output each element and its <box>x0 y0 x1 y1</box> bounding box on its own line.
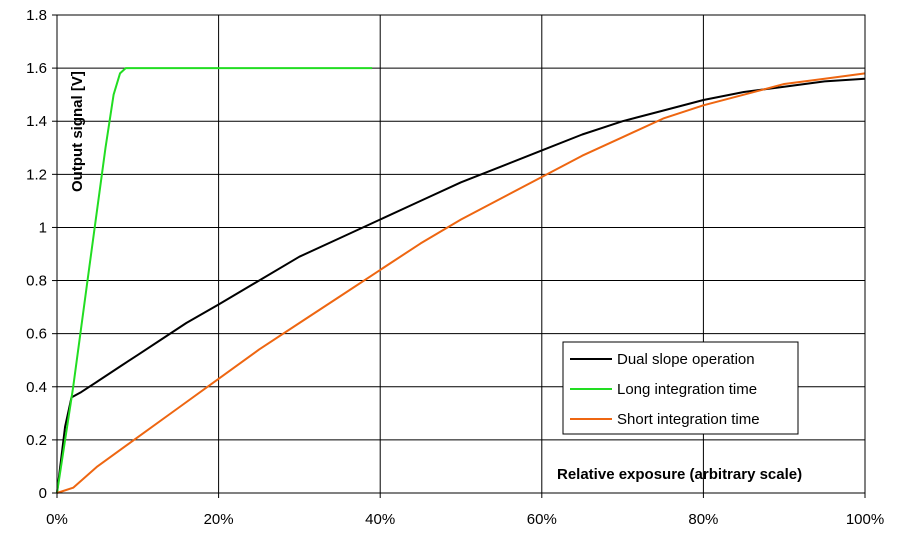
y-tick-label: 0.6 <box>26 326 47 343</box>
y-tick-label: 0.2 <box>26 432 47 449</box>
y-tick-label: 1.4 <box>26 113 47 130</box>
plot-border <box>56 14 866 494</box>
y-tick-label: 1 <box>39 219 47 236</box>
x-tick-label: 60% <box>527 511 557 528</box>
y-tick-label: 0 <box>39 485 47 502</box>
x-axis-ticks: 0% 20% 40% 60% 80% 100% <box>46 493 884 528</box>
series-line-dual-slope <box>56 77 866 494</box>
legend: Dual slope operation Long integration ti… <box>562 341 799 435</box>
legend-label-dual-slope: Dual slope operation <box>617 351 755 368</box>
y-tick-label: 1.2 <box>26 166 47 183</box>
series-lines <box>56 67 866 494</box>
legend-label-long-integration: Long integration time <box>617 381 757 398</box>
y-tick-label: 1.6 <box>26 60 47 77</box>
y-tick-label: 0.8 <box>26 273 47 290</box>
x-tick-label: 0% <box>46 511 68 528</box>
y-axis-ticks: 0 0.2 0.4 0.6 0.8 1 1.2 1.4 1.6 1.8 <box>26 7 57 502</box>
y-tick-label: 0.4 <box>26 379 47 396</box>
series-line-long-integration <box>56 67 373 494</box>
x-tick-label: 40% <box>365 511 395 528</box>
series-line-short-integration <box>56 72 866 494</box>
y-axis-title: Output signal [V] <box>69 71 86 192</box>
legend-label-short-integration: Short integration time <box>617 411 760 428</box>
x-tick-label: 100% <box>846 511 884 528</box>
x-axis-title: Relative exposure (arbitrary scale) <box>557 466 802 483</box>
y-tick-label: 1.8 <box>26 7 47 24</box>
x-tick-label: 20% <box>204 511 234 528</box>
x-tick-label: 80% <box>688 511 718 528</box>
